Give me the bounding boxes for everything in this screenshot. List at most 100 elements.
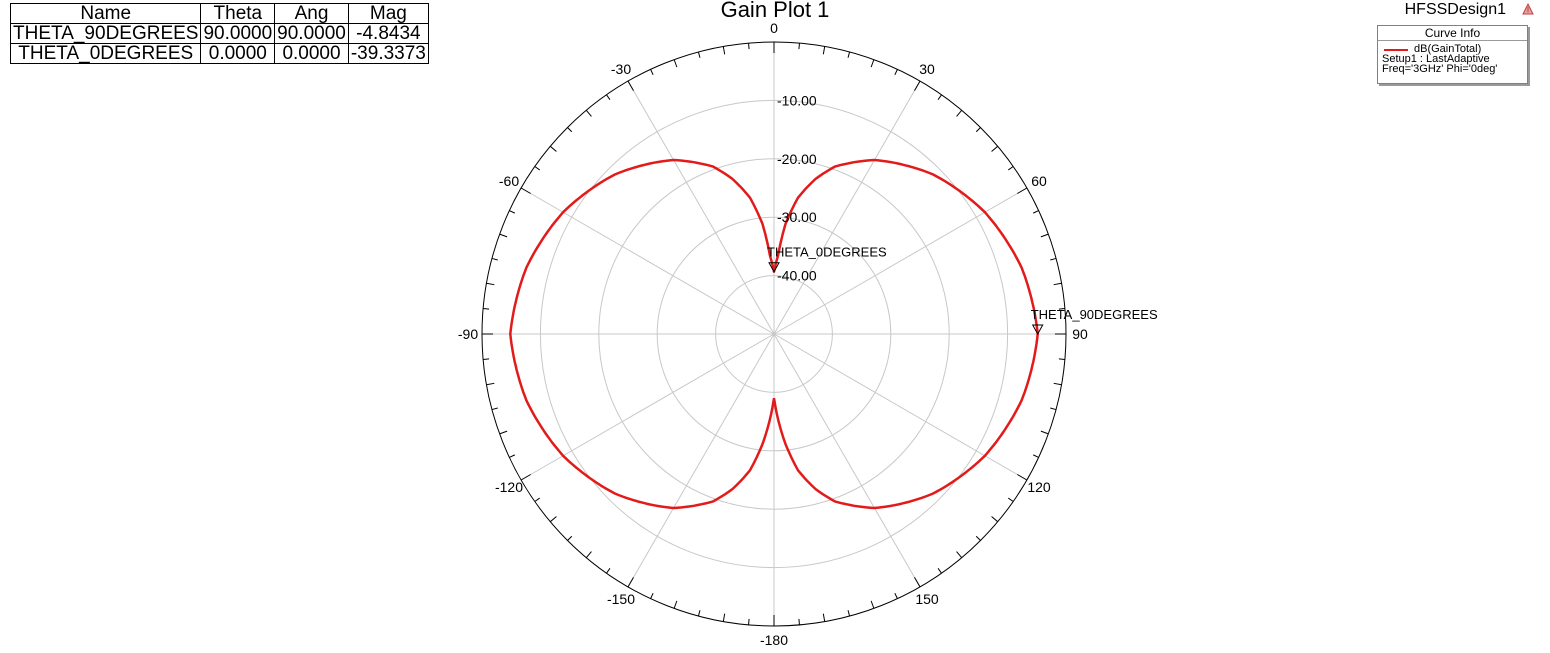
- angle-tick: [697, 51, 701, 58]
- angle-tick: [1007, 497, 1014, 502]
- marker-label: THETA_90DEGREES: [1031, 307, 1158, 322]
- angle-tick-label: -90: [458, 326, 478, 342]
- grid-spoke: [773, 333, 1028, 481]
- angle-tick-label: 120: [1027, 479, 1051, 495]
- angle-tick: [697, 610, 701, 617]
- radial-tick-label: -20.00: [777, 151, 817, 167]
- angle-tick: [1053, 282, 1062, 286]
- angle-tick: [606, 567, 611, 574]
- marker-triangle: [768, 262, 780, 273]
- angle-tick: [491, 257, 498, 261]
- angle-tick: [1058, 308, 1065, 310]
- angle-tick: [520, 187, 531, 194]
- angle-tick: [1017, 474, 1028, 481]
- angle-tick: [520, 474, 531, 481]
- marker-table: Name Theta Ang Mag THETA_90DEGREES 90.00…: [9, 3, 429, 64]
- angle-tick: [1017, 187, 1028, 194]
- angle-tick: [798, 43, 800, 50]
- angle-tick: [748, 618, 750, 625]
- angle-tick-label: -120: [495, 479, 523, 495]
- plot-title: Gain Plot 1: [720, 0, 830, 22]
- angle-tick: [1058, 358, 1065, 360]
- angle-tick: [650, 592, 654, 599]
- angle-tick: [956, 551, 963, 559]
- marker-cell-name: THETA_90DEGREES: [9, 23, 202, 44]
- angle-tick: [894, 592, 898, 599]
- angle-tick: [975, 127, 981, 133]
- angle-tick: [509, 454, 516, 458]
- legend-entry[interactable]: dB(GainTotal): [1378, 43, 1527, 55]
- grid-spoke: [627, 333, 775, 588]
- angle-tick: [499, 430, 508, 435]
- angle-tick: [534, 497, 541, 502]
- angle-tick: [585, 109, 592, 117]
- angle-tick-label: 60: [1031, 173, 1047, 189]
- grid-spoke: [773, 80, 921, 335]
- marker-triangle: [1031, 324, 1044, 336]
- angle-tick-label: 30: [919, 61, 935, 77]
- angle-tick: [991, 516, 999, 523]
- angle-tick: [567, 535, 573, 541]
- angle-tick: [673, 600, 678, 609]
- polar-grid: [481, 41, 1067, 627]
- angle-tick: [627, 577, 634, 588]
- angle-tick: [509, 210, 516, 214]
- angle-tick: [914, 80, 921, 91]
- angle-tick: [650, 69, 654, 76]
- angle-tick-label: -30: [611, 61, 631, 77]
- angle-tick-label: 0: [770, 20, 778, 36]
- angle-tick: [1007, 166, 1014, 171]
- angle-tick: [956, 109, 963, 117]
- angle-tick: [499, 233, 508, 238]
- marker-label: THETA_0DEGREES: [767, 245, 887, 260]
- angle-tick: [914, 577, 921, 588]
- marker-cell-name: THETA_0DEGREES: [9, 43, 202, 64]
- curve-info-header: Curve Info: [1378, 26, 1527, 41]
- angle-tick: [486, 382, 495, 386]
- grid-circle: [715, 275, 833, 393]
- marker-row[interactable]: THETA_0DEGREES 0.0000 0.0000 -39.3373: [9, 43, 429, 64]
- angle-tick-label: 150: [915, 591, 939, 607]
- grid-spoke: [773, 333, 921, 588]
- angle-tick: [798, 618, 800, 625]
- grid-spoke: [520, 187, 775, 335]
- curve-info-legend[interactable]: Curve Info dB(GainTotal) Setup1 : LastAd…: [1377, 25, 1528, 84]
- angle-tick: [627, 80, 634, 91]
- marker-row[interactable]: THETA_90DEGREES 90.0000 90.0000 -4.8434: [9, 23, 429, 44]
- angle-tick: [483, 358, 490, 360]
- angle-tick: [847, 610, 851, 617]
- design-name: HFSSDesign1: [1404, 1, 1506, 18]
- angle-tick: [606, 94, 611, 101]
- legend-swatch: [1384, 49, 1408, 51]
- angle-tick: [870, 59, 875, 68]
- radial-tick-label: -10.00: [777, 92, 817, 108]
- legend-curve-name: dB(GainTotal): [1414, 43, 1482, 55]
- angle-tick: [748, 43, 750, 50]
- angle-tick: [822, 613, 826, 622]
- angle-tick: [585, 551, 592, 559]
- radial-tick-label: -30.00: [777, 209, 817, 225]
- angle-tick: [534, 166, 541, 171]
- angle-tick: [1050, 257, 1057, 261]
- angle-tick: [937, 567, 942, 574]
- legend-setup: Setup1 : LastAdaptive: [1382, 53, 1490, 65]
- marker-cell-theta: 0.0000: [200, 43, 276, 64]
- marker-cell-mag: -39.3373: [347, 43, 429, 64]
- angle-tick: [975, 535, 981, 541]
- hfss-triangle-icon[interactable]: [1522, 3, 1534, 15]
- angle-tick: [894, 69, 898, 76]
- angle-tick: [549, 145, 557, 152]
- angle-tick: [673, 59, 678, 68]
- angle-tick: [870, 600, 875, 609]
- grid-circle: [598, 158, 950, 510]
- legend-freq: Freq='3GHz' Phi='0deg': [1382, 63, 1498, 75]
- angle-tick: [567, 127, 573, 133]
- angle-tick-label: -150: [607, 591, 635, 607]
- angle-tick: [822, 46, 826, 55]
- angle-tick: [1040, 430, 1049, 435]
- angle-tick-label: -60: [499, 173, 519, 189]
- angle-tick: [1032, 454, 1039, 458]
- marker-table-header: Name Theta Ang Mag: [9, 3, 429, 24]
- angle-tick-label: 90: [1072, 326, 1088, 342]
